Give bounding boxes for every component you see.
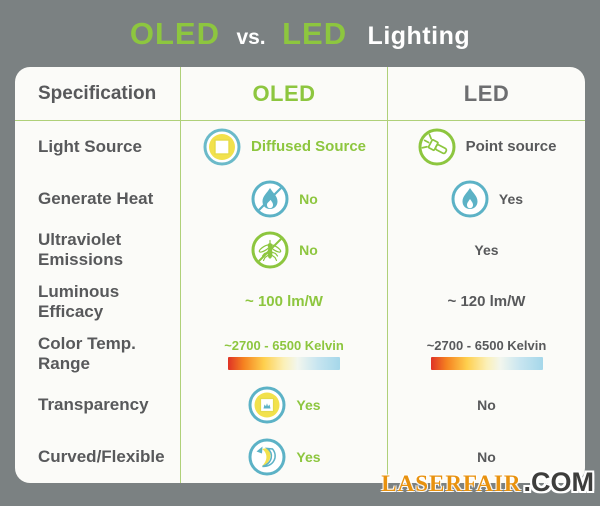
row-luminous-efficacy-label: Luminous Efficacy — [38, 281, 120, 321]
generate-heat-oled-value: No — [299, 190, 318, 207]
row-curved-flexible-oled: Yes — [180, 431, 387, 483]
comparison-table: Specification OLED LED Light Source Diff… — [15, 67, 585, 483]
row-light-source-label: Light Source — [38, 136, 142, 156]
title-oled: OLED — [129, 16, 220, 51]
row-generate-heat-oled: No — [180, 172, 387, 225]
row-transparency-oled: Yes — [180, 379, 387, 432]
no-uv-mosquito-icon — [251, 231, 289, 269]
color-temperature-gradient-bar — [430, 356, 543, 370]
row-uv-emissions-led: Yes — [387, 224, 585, 277]
uv-emissions-oled-value: No — [299, 242, 318, 259]
color-temp-led-value: ~2700 - 6500 Kelvin — [426, 337, 547, 353]
curved-flexible-oled-value: Yes — [296, 449, 321, 466]
header-led: LED — [387, 67, 585, 121]
page-title: OLED vs. LED Lighting — [0, 16, 600, 52]
luminous-efficacy-led-value: ~ 120 lm/W — [447, 293, 526, 311]
transparency-led-value: No — [477, 397, 496, 414]
color-temperature-gradient-bar — [228, 356, 340, 370]
no-heat-icon — [251, 180, 289, 218]
generate-heat-led-value: Yes — [498, 190, 524, 207]
row-light-source-oled: Diffused Source — [180, 121, 387, 173]
diffused-source-icon — [203, 128, 241, 166]
color-temp-oled-value: ~2700 - 6500 Kelvin — [224, 337, 344, 353]
title-lighting: Lighting — [367, 22, 471, 50]
row-uv-emissions-label: Ultraviolet Emissions — [38, 230, 124, 270]
header-oled: OLED — [180, 67, 387, 121]
watermark: LASERFAIR.COM — [381, 467, 594, 498]
row-light-source-led: Point source — [387, 121, 585, 173]
curved-flexible-led-value: No — [477, 449, 496, 466]
row-transparency-label: Transparency — [38, 395, 149, 415]
row-color-temp-oled: ~2700 - 6500 Kelvin — [180, 327, 387, 380]
heat-flame-icon — [451, 180, 489, 218]
row-color-temp-led: ~2700 - 6500 Kelvin — [387, 327, 585, 380]
light-source-led-value: Point source — [465, 138, 557, 156]
luminous-efficacy-oled-value: ~ 100 lm/W — [245, 293, 323, 311]
watermark-tld: .COM — [523, 467, 595, 497]
row-curved-flexible-label: Curved/Flexible — [38, 447, 165, 467]
title-led: LED — [282, 16, 348, 51]
row-color-temp-label: Color Temp. Range — [38, 333, 136, 373]
transparency-oled-value: Yes — [296, 397, 321, 414]
row-uv-emissions-oled: No — [180, 224, 387, 277]
title-vs: vs. — [236, 26, 266, 49]
transparent-panel-icon — [248, 386, 286, 424]
row-luminous-efficacy-led: ~ 120 lm/W — [387, 276, 585, 328]
point-source-icon — [418, 128, 456, 166]
watermark-brand: LASERFAIR — [381, 471, 522, 496]
row-generate-heat-led: Yes — [387, 172, 585, 225]
row-curved-flexible-led: No — [387, 431, 585, 483]
row-luminous-efficacy-oled: ~ 100 lm/W — [180, 276, 387, 328]
curved-sheet-icon — [248, 438, 286, 476]
row-generate-heat-label: Generate Heat — [38, 188, 154, 208]
light-source-oled-value: Diffused Source — [250, 138, 367, 156]
uv-emissions-led-value: Yes — [474, 242, 499, 259]
header-specification: Specification — [15, 67, 180, 121]
row-transparency-led: No — [387, 379, 585, 432]
